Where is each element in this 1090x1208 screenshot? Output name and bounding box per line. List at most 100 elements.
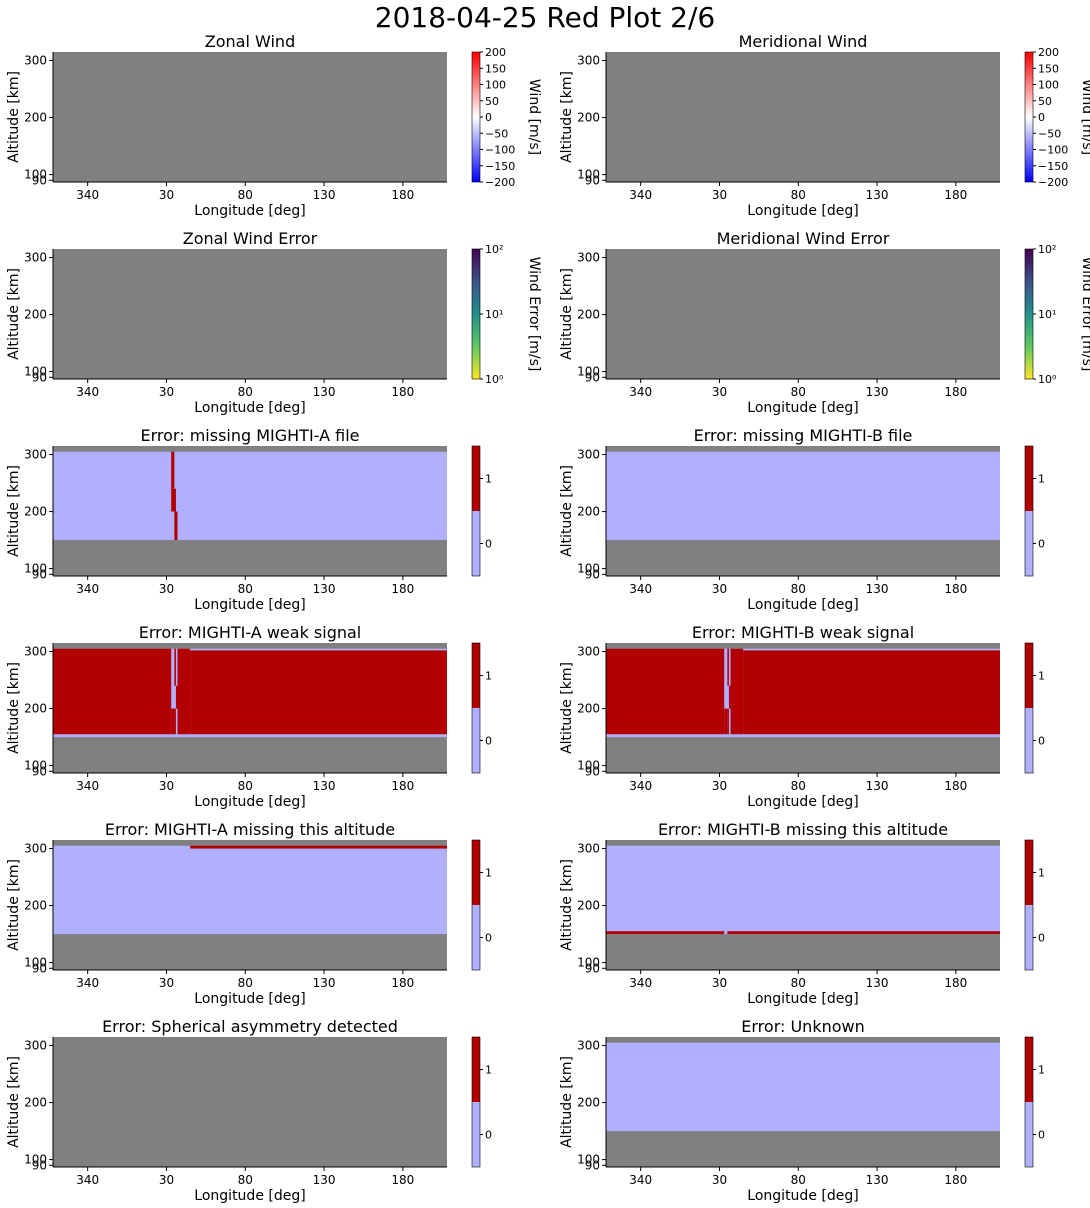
colorbar-tick-label: 10²	[485, 243, 503, 256]
colorbar-tick-label: 0	[485, 932, 492, 945]
y-tick-label: 300	[577, 448, 600, 462]
flag-cell	[727, 708, 729, 735]
y-tick-label: 100	[577, 562, 600, 576]
subplot-11: Error: Spherical asymmetry detected 340 30…	[6, 1017, 492, 1204]
colorbar-tick-label: 1	[1038, 670, 1045, 683]
subplot-title: Error: MIGHTI-A weak signal	[139, 623, 362, 642]
x-tick-label: 180	[944, 385, 967, 399]
subplot-title: Zonal Wind Error	[183, 229, 318, 248]
colorbar-segment-0	[1025, 1102, 1033, 1167]
x-tick-label: 80	[238, 779, 253, 793]
x-tick-label: 340	[76, 582, 99, 596]
y-tick-label: 90	[585, 370, 600, 384]
x-tick-label: 180	[391, 385, 414, 399]
subplot-title: Zonal Wind	[205, 32, 295, 51]
y-tick-label: 300	[577, 1039, 600, 1053]
y-tick-label: 300	[577, 645, 600, 659]
x-axis-label: Longitude [deg]	[747, 1188, 858, 1204]
y-axis-label: Altitude [km]	[559, 465, 575, 557]
x-tick-label: 130	[313, 779, 336, 793]
colorbar-tick-label: 10⁰	[485, 373, 504, 386]
x-tick-label: 30	[159, 582, 174, 596]
data-band	[606, 845, 1000, 935]
y-axis-label: Altitude [km]	[6, 71, 22, 163]
colorbar-tick-label: −150	[485, 160, 515, 173]
colorbar-frame	[471, 839, 481, 971]
y-tick-label: 200	[577, 702, 600, 716]
colorbar-segment-0	[472, 905, 480, 970]
colorbar-fill	[472, 249, 480, 379]
colorbar-segment-1	[1025, 446, 1033, 511]
x-tick-label: 340	[629, 385, 652, 399]
x-tick-label: 180	[944, 779, 967, 793]
x-tick-label: 130	[866, 188, 889, 202]
y-tick-label: 100	[577, 759, 600, 773]
flag-cell	[730, 648, 744, 735]
colorbar-segment-1	[1025, 840, 1033, 905]
x-tick-label: 130	[313, 582, 336, 596]
subplot-10: Error: MIGHTI-B missing this altitude 340…	[559, 820, 1045, 1007]
colorbar-tick-label: 0	[485, 1129, 492, 1142]
no-data-region	[53, 249, 447, 379]
y-tick-label: 200	[577, 111, 600, 125]
x-tick-label: 30	[712, 582, 727, 596]
y-tick-label: 90	[585, 764, 600, 778]
colorbar-tick-label: −200	[485, 176, 515, 189]
y-tick-label: 200	[24, 1096, 47, 1110]
colorbar-tick-label: 0	[485, 735, 492, 748]
y-tick-label: 90	[585, 173, 600, 187]
x-tick-label: 30	[159, 1173, 174, 1187]
y-tick-label: 200	[577, 505, 600, 519]
x-tick-label: 130	[866, 976, 889, 990]
y-tick-label: 90	[32, 1158, 47, 1172]
x-tick-label: 340	[629, 976, 652, 990]
flag-cell	[190, 845, 447, 849]
no-data-region	[53, 1037, 447, 1167]
colorbar-tick-label: 0	[1038, 538, 1045, 551]
x-tick-label: 80	[791, 582, 806, 596]
no-data-region	[606, 52, 1000, 182]
colorbar-fill	[472, 52, 480, 182]
x-tick-label: 30	[712, 188, 727, 202]
colorbar-tick-label: 0	[1038, 932, 1045, 945]
x-tick-label: 130	[866, 1173, 889, 1187]
x-axis-label: Longitude [deg]	[747, 203, 858, 219]
x-tick-label: 130	[866, 779, 889, 793]
data-band	[53, 845, 447, 935]
colorbar-tick-label: 10¹	[1038, 308, 1056, 321]
x-tick-label: 30	[159, 976, 174, 990]
colorbar-frame	[1024, 642, 1034, 774]
colorbar-label: Wind [m/s]	[526, 79, 542, 155]
flag-cell	[728, 685, 731, 709]
x-axis-label: Longitude [deg]	[194, 203, 305, 219]
y-tick-label: 200	[24, 899, 47, 913]
colorbar-tick-label: −100	[1038, 144, 1068, 157]
x-tick-label: 80	[238, 385, 253, 399]
y-tick-label: 90	[32, 961, 47, 975]
subplot-title: Error: missing MIGHTI-B file	[694, 426, 913, 445]
colorbar-label: Wind Error [m/s]	[526, 257, 542, 372]
y-tick-label: 90	[32, 764, 47, 778]
flag-cell	[53, 648, 172, 735]
y-tick-label: 90	[585, 961, 600, 975]
colorbar-frame	[471, 642, 481, 774]
subplot-5: Error: missing MIGHTI-A file 340 30 80 130 18…	[6, 426, 492, 613]
colorbar-tick-label: 200	[1038, 46, 1059, 59]
no-data-region	[606, 249, 1000, 379]
flag-cell	[606, 648, 725, 735]
x-axis-label: Longitude [deg]	[747, 597, 858, 613]
data-band	[606, 451, 1000, 541]
colorbar-fill	[1025, 249, 1033, 379]
x-tick-label: 340	[76, 188, 99, 202]
colorbar-tick-label: 1	[1038, 1064, 1045, 1077]
colorbar-tick-label: −150	[1038, 160, 1068, 173]
figure-title: 2018-04-25 Red Plot 2/6	[374, 1, 716, 34]
x-tick-label: 30	[712, 1173, 727, 1187]
colorbar-tick-label: −100	[485, 144, 515, 157]
y-tick-label: 300	[24, 448, 47, 462]
y-tick-label: 100	[24, 562, 47, 576]
x-tick-label: 340	[76, 1173, 99, 1187]
